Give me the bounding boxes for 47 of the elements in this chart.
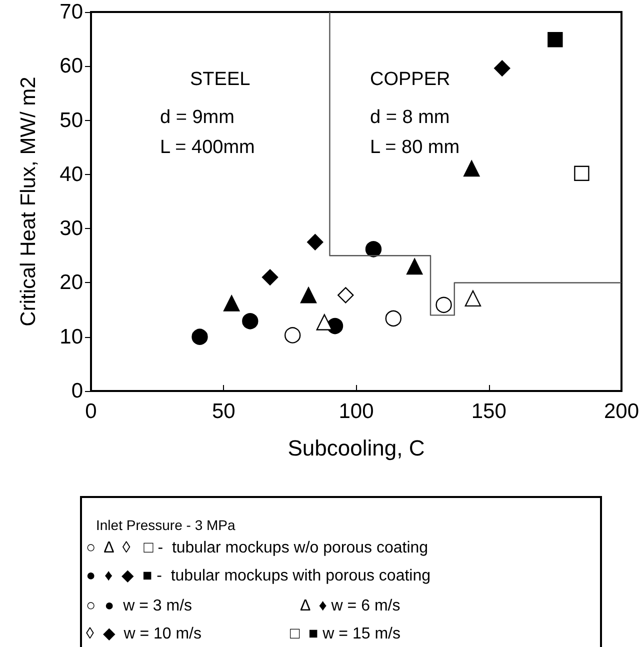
x-tick-label: 50 bbox=[212, 400, 236, 423]
x-tick-label: 0 bbox=[85, 400, 97, 423]
point bbox=[436, 296, 452, 314]
annotation: L = 80 mm bbox=[370, 137, 460, 158]
point bbox=[464, 290, 482, 307]
text: ◊ ◆ w = 10 m/s bbox=[86, 626, 202, 642]
y-tick-label: 70 bbox=[60, 0, 83, 24]
point bbox=[316, 314, 333, 330]
point bbox=[192, 328, 208, 345]
point bbox=[338, 287, 354, 304]
point bbox=[242, 313, 258, 330]
annotation: d = 9mm bbox=[160, 107, 234, 128]
point bbox=[494, 60, 510, 76]
annotation: d = 8 mm bbox=[370, 107, 450, 128]
point bbox=[223, 295, 240, 312]
point bbox=[548, 32, 563, 48]
text: ● ♦ ◆ ■ - tubular mockups with porous coating bbox=[86, 568, 431, 584]
y-tick-label: 20 bbox=[60, 271, 83, 294]
annotation: COPPER bbox=[370, 69, 450, 90]
x-tick-label: 200 bbox=[604, 400, 640, 423]
annotation: STEEL bbox=[190, 69, 250, 90]
text: ○ ● w = 3 m/s bbox=[86, 598, 192, 614]
point bbox=[262, 269, 278, 286]
text: Inlet Pressure - 3 MPa bbox=[96, 517, 236, 533]
point bbox=[365, 241, 382, 258]
y-tick-label: 10 bbox=[60, 325, 83, 348]
y-tick-label: 30 bbox=[60, 217, 83, 240]
y-axis-title: Critical Heat Flux, MW/ m2 bbox=[17, 76, 40, 326]
text: ○ Δ ◊ □ - tubular mockups w/o porous coating bbox=[86, 540, 428, 556]
x-tick-label: 100 bbox=[338, 400, 374, 423]
point bbox=[300, 287, 317, 304]
x-tick-label: 150 bbox=[471, 400, 506, 423]
point bbox=[385, 310, 402, 327]
annotation: L = 400mm bbox=[160, 137, 255, 158]
y-tick-label: 40 bbox=[60, 162, 83, 186]
text: □ ■ w = 15 m/s bbox=[290, 626, 400, 642]
point bbox=[307, 234, 324, 250]
y-tick-label: 0 bbox=[71, 380, 83, 402]
point bbox=[574, 166, 590, 181]
x-axis-title: Subcooling, C bbox=[288, 436, 425, 460]
text: Δ ♦ w = 6 m/s bbox=[300, 598, 400, 614]
point bbox=[464, 160, 480, 177]
point bbox=[406, 258, 423, 275]
point bbox=[284, 327, 301, 344]
y-tick-label: 50 bbox=[60, 108, 83, 132]
line-series bbox=[329, 11, 622, 316]
y-tick-label: 60 bbox=[60, 54, 83, 78]
